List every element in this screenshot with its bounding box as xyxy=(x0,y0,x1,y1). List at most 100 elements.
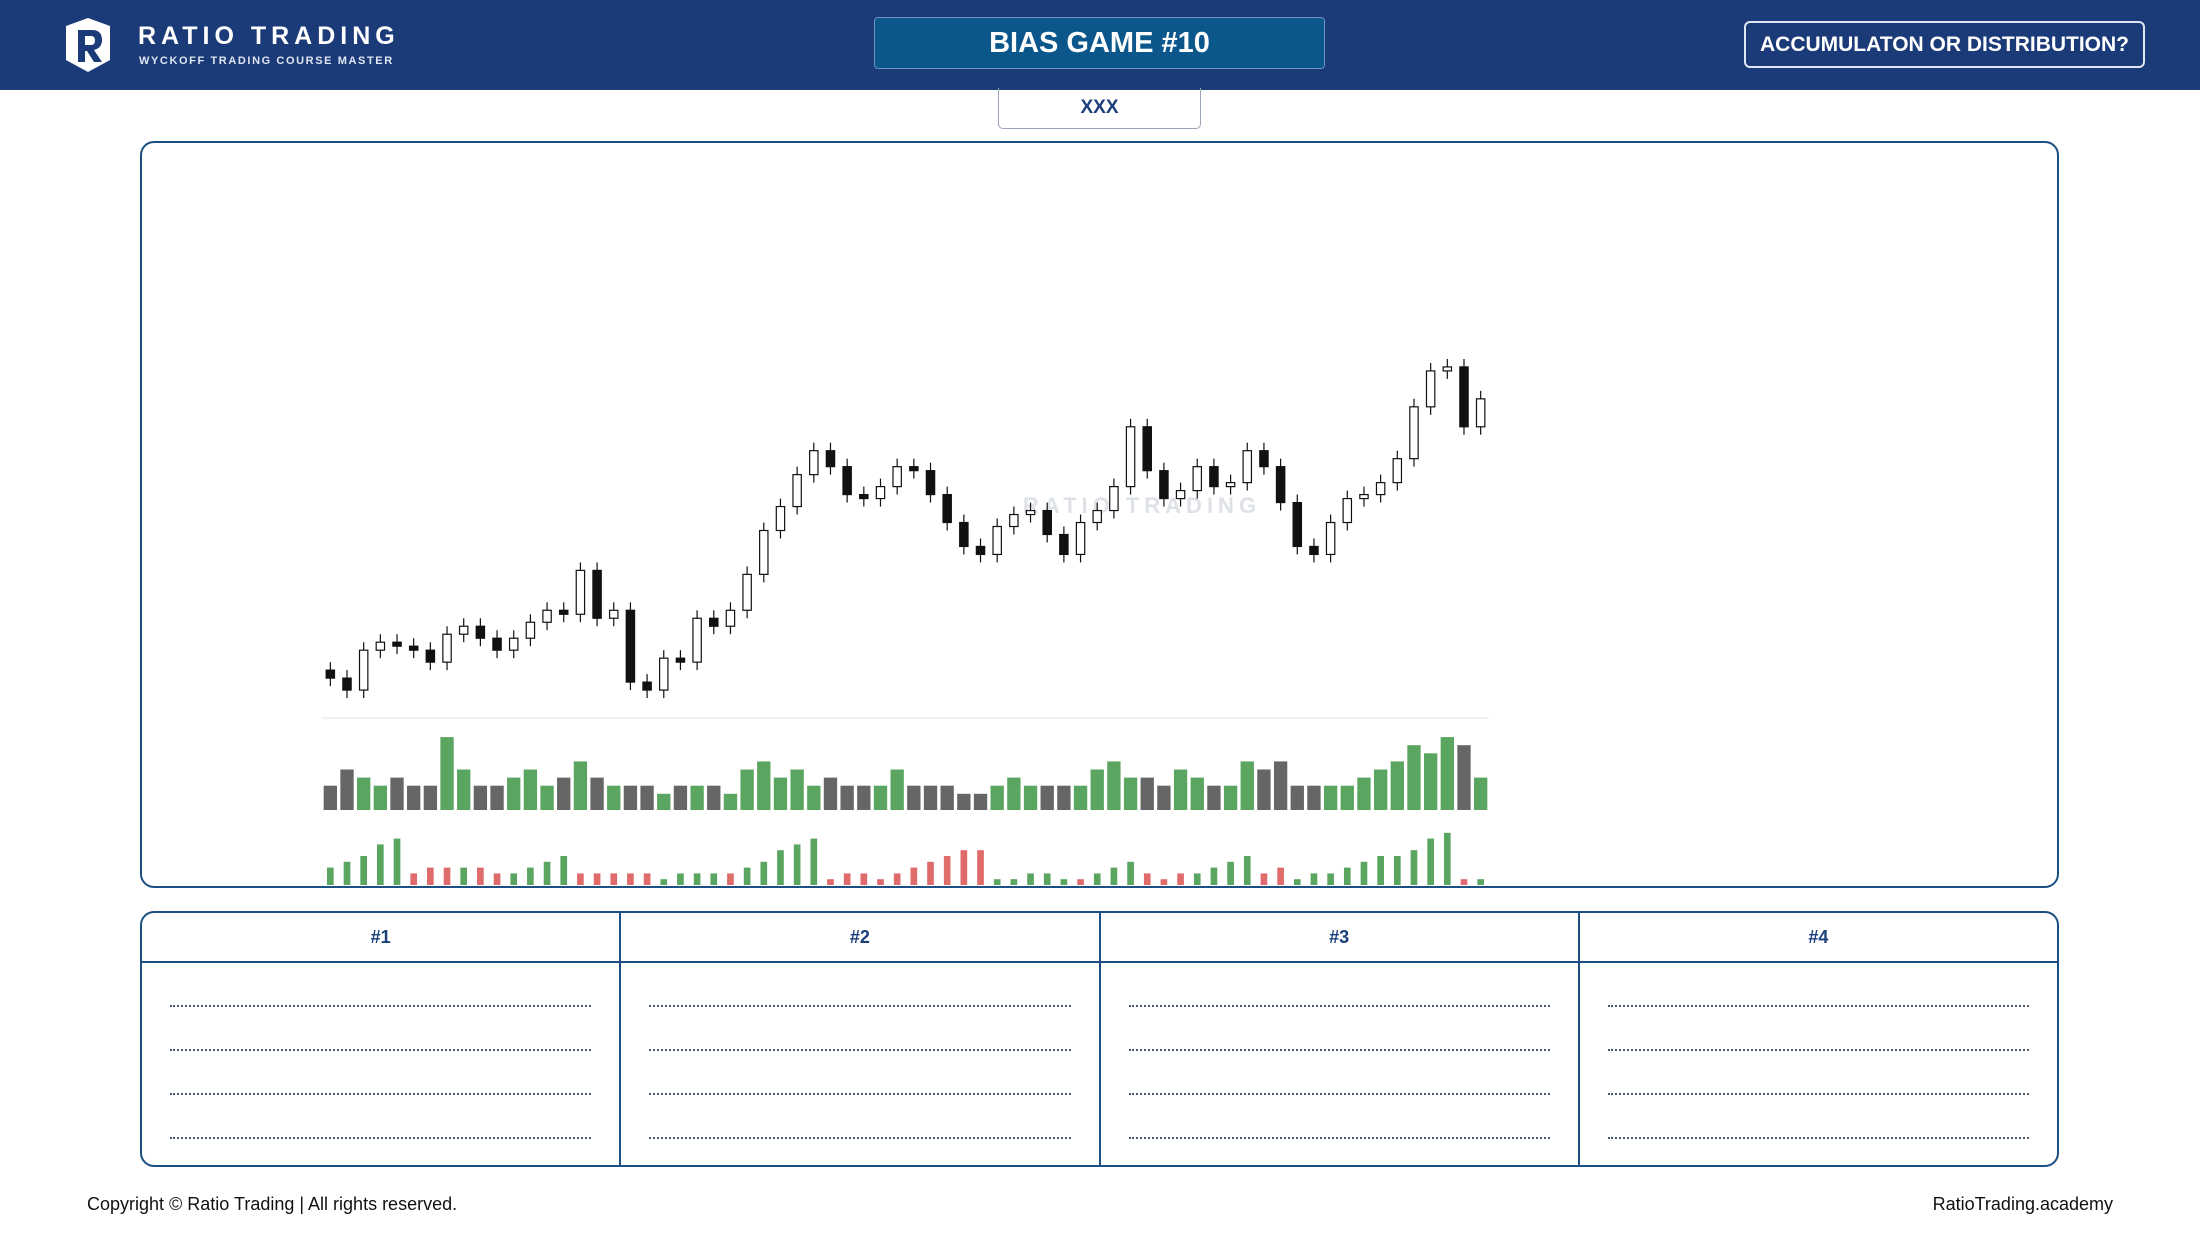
answer-line[interactable] xyxy=(170,963,592,1007)
volume-bar xyxy=(823,777,838,810)
candle-body xyxy=(1442,366,1453,372)
answer-line[interactable] xyxy=(1128,963,1550,1007)
answer-line[interactable] xyxy=(1607,1095,2029,1139)
indicator-bar xyxy=(1027,873,1034,885)
indicator-bar xyxy=(1160,879,1168,885)
answer-line[interactable] xyxy=(649,963,1071,1007)
site-link[interactable]: RatioTrading.academy xyxy=(1932,1194,2113,1214)
candle-body xyxy=(492,637,502,651)
volume-bar xyxy=(773,777,788,810)
answer-line[interactable] xyxy=(170,1095,592,1139)
answer-line[interactable] xyxy=(1128,1095,1550,1139)
candle-body xyxy=(608,609,619,619)
candle-body xyxy=(442,633,452,663)
volume-bar xyxy=(540,785,554,810)
indicator-bar xyxy=(727,873,734,885)
indicator-bar xyxy=(577,873,584,885)
answer-line[interactable] xyxy=(649,1095,1071,1139)
watermark: RATIO TRADING xyxy=(1023,493,1261,518)
indicator-bar xyxy=(477,867,484,885)
volume-bar xyxy=(673,785,688,810)
volume-bar xyxy=(1407,745,1421,810)
volume-bar xyxy=(1373,769,1388,810)
answer-line[interactable] xyxy=(170,1007,592,1051)
candle-body xyxy=(575,569,586,615)
answer-line[interactable] xyxy=(170,1051,592,1095)
answer-line[interactable] xyxy=(1607,1007,2029,1051)
candle-body xyxy=(475,625,486,639)
indicator-bar xyxy=(360,856,368,885)
volume-bar xyxy=(440,737,454,810)
candle-body xyxy=(792,474,802,508)
candle-body xyxy=(425,649,436,663)
answer-column: #2 xyxy=(621,913,1101,1165)
answer-line[interactable] xyxy=(1607,963,2029,1007)
indicator-bar xyxy=(893,873,901,885)
volume-bar xyxy=(640,785,654,810)
indicator-bar xyxy=(860,873,868,885)
candle-body xyxy=(542,609,552,623)
indicator-bar xyxy=(710,873,718,885)
candle-body xyxy=(892,466,902,488)
volume-bar xyxy=(1440,737,1454,810)
indicator-bar xyxy=(827,879,834,885)
tagline: WYCKOFF TRADING COURSE MASTER xyxy=(139,55,394,67)
answer-line[interactable] xyxy=(1128,1051,1550,1095)
volume-bar xyxy=(323,785,338,810)
volume-bar xyxy=(1323,785,1338,810)
candle-body xyxy=(1275,466,1286,504)
volume-bar xyxy=(1157,785,1171,810)
candle-body xyxy=(692,617,702,663)
answer-line[interactable] xyxy=(649,1051,1071,1095)
candle-body xyxy=(992,525,1002,556)
candle-body xyxy=(1009,513,1019,528)
indicator-bar xyxy=(543,861,551,885)
question-button[interactable]: ACCUMULATON OR DISTRIBUTION? xyxy=(1744,21,2145,68)
volume-bar xyxy=(573,761,588,810)
candle-body xyxy=(1075,521,1086,556)
candle-body xyxy=(742,573,752,611)
volume-bar xyxy=(807,785,821,810)
indicator-bar xyxy=(810,838,818,885)
answer-column: #1 xyxy=(142,913,622,1165)
candle-body xyxy=(1359,493,1369,500)
volume-bar xyxy=(957,793,971,810)
volume-bar xyxy=(723,793,738,810)
indicator-bar xyxy=(793,844,801,885)
candle-body xyxy=(658,657,669,691)
answer-line[interactable] xyxy=(1607,1051,2029,1095)
volume-bar xyxy=(1057,785,1071,810)
indicator-bar xyxy=(1143,873,1151,885)
indicator-bar xyxy=(1193,873,1201,885)
volume-bar xyxy=(907,785,921,810)
volume-bar xyxy=(1007,777,1021,810)
candle-body xyxy=(1309,545,1319,556)
tab[interactable]: XXX xyxy=(998,88,1201,129)
candle-body xyxy=(842,466,852,496)
candle-body xyxy=(408,645,419,651)
candle-body xyxy=(1459,366,1469,428)
candle-body xyxy=(342,677,352,691)
volume-bar xyxy=(940,785,954,810)
candle-body xyxy=(875,486,886,500)
volume-bar xyxy=(740,769,754,810)
indicator-bar xyxy=(593,873,601,885)
volume-bar xyxy=(690,785,704,810)
indicator-bar xyxy=(743,867,751,885)
column-header: #1 xyxy=(142,913,620,963)
answer-line[interactable] xyxy=(1128,1007,1550,1051)
volume-bar xyxy=(390,777,404,810)
volume-bar xyxy=(590,777,604,810)
indicator-bar xyxy=(1177,873,1184,885)
candle-body xyxy=(375,641,386,651)
answer-line[interactable] xyxy=(649,1007,1071,1051)
candle-body xyxy=(1042,509,1052,536)
volume-bar xyxy=(890,769,904,810)
candle-body xyxy=(1192,466,1203,492)
candle-body xyxy=(1259,450,1269,468)
candle-body xyxy=(1109,486,1119,512)
candle-body xyxy=(1175,490,1186,500)
candle-body xyxy=(508,637,519,651)
volume-bar xyxy=(873,785,888,810)
